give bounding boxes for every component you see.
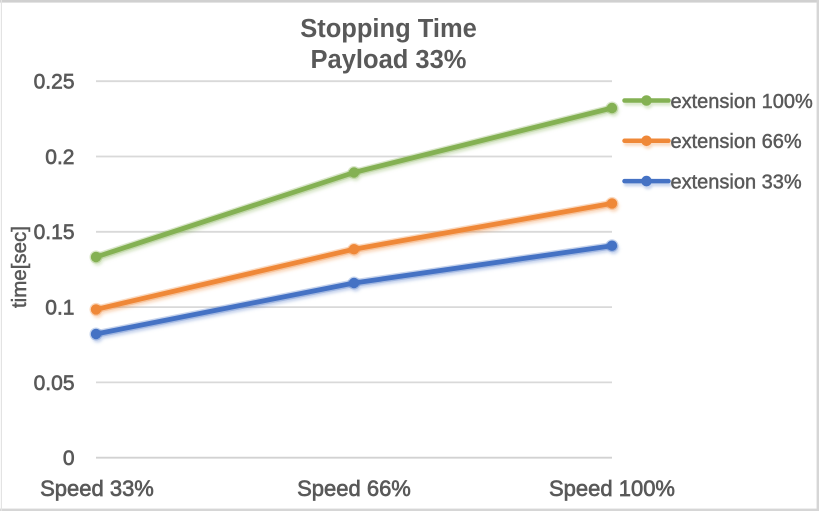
- svg-text:extension 66%: extension 66%: [671, 131, 802, 153]
- svg-text:Stopping Time: Stopping Time: [300, 15, 477, 43]
- svg-text:0: 0: [63, 447, 75, 470]
- svg-text:0.25: 0.25: [34, 71, 75, 94]
- svg-text:0.2: 0.2: [45, 146, 74, 169]
- svg-text:0.05: 0.05: [34, 372, 75, 395]
- svg-text:time[sec]: time[sec]: [8, 226, 31, 308]
- svg-text:0.1: 0.1: [45, 297, 74, 320]
- svg-text:extension 33%: extension 33%: [671, 171, 802, 193]
- svg-text:Payload 33%: Payload 33%: [311, 46, 467, 74]
- svg-text:0.15: 0.15: [34, 221, 75, 244]
- svg-text:Speed 100%: Speed 100%: [549, 476, 675, 501]
- svg-text:extension 100%: extension 100%: [671, 91, 814, 113]
- svg-text:Speed 33%: Speed 33%: [40, 476, 154, 501]
- svg-text:Speed 66%: Speed 66%: [297, 476, 411, 501]
